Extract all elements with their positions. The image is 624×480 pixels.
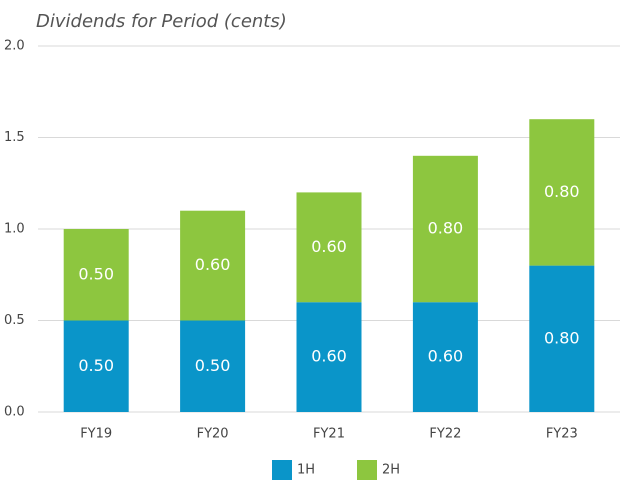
legend-label: 1H	[297, 463, 315, 478]
data-label: 0.50	[78, 356, 114, 375]
bar-segment	[296, 302, 362, 412]
data-label: 0.80	[428, 219, 464, 238]
x-tick-label: FY20	[197, 427, 229, 442]
bar-segment	[63, 320, 129, 412]
bar-segment	[296, 192, 362, 303]
legend-label: 2H	[382, 463, 400, 478]
data-label: 0.60	[311, 347, 347, 366]
legend-swatch	[272, 460, 292, 480]
data-label: 0.80	[544, 328, 580, 347]
bar-segment	[63, 229, 129, 321]
x-tick-label: FY22	[429, 427, 461, 442]
data-label: 0.50	[78, 264, 114, 283]
y-tick-label: 2.0	[4, 39, 25, 54]
data-label: 0.80	[544, 182, 580, 201]
data-label: 0.60	[311, 237, 347, 256]
data-label: 0.50	[195, 356, 231, 375]
bar-segment	[180, 210, 246, 321]
x-tick-label: FY19	[80, 427, 112, 442]
chart-title: Dividends for Period (cents)	[36, 11, 287, 32]
y-tick-label: 0.5	[4, 313, 25, 328]
x-tick-label: FY21	[313, 427, 345, 442]
y-tick-label: 0.0	[4, 405, 25, 420]
bar-segment	[529, 119, 595, 266]
data-label: 0.60	[428, 347, 464, 366]
bar-segment	[412, 155, 478, 303]
data-label: 0.60	[195, 255, 231, 274]
y-tick-label: 1.5	[4, 130, 25, 145]
bar-segment	[180, 320, 246, 412]
bar-segment	[412, 302, 478, 412]
y-tick-label: 1.0	[4, 222, 25, 237]
x-tick-label: FY23	[546, 427, 578, 442]
legend-swatch	[357, 460, 377, 480]
bar-segment	[529, 265, 595, 412]
